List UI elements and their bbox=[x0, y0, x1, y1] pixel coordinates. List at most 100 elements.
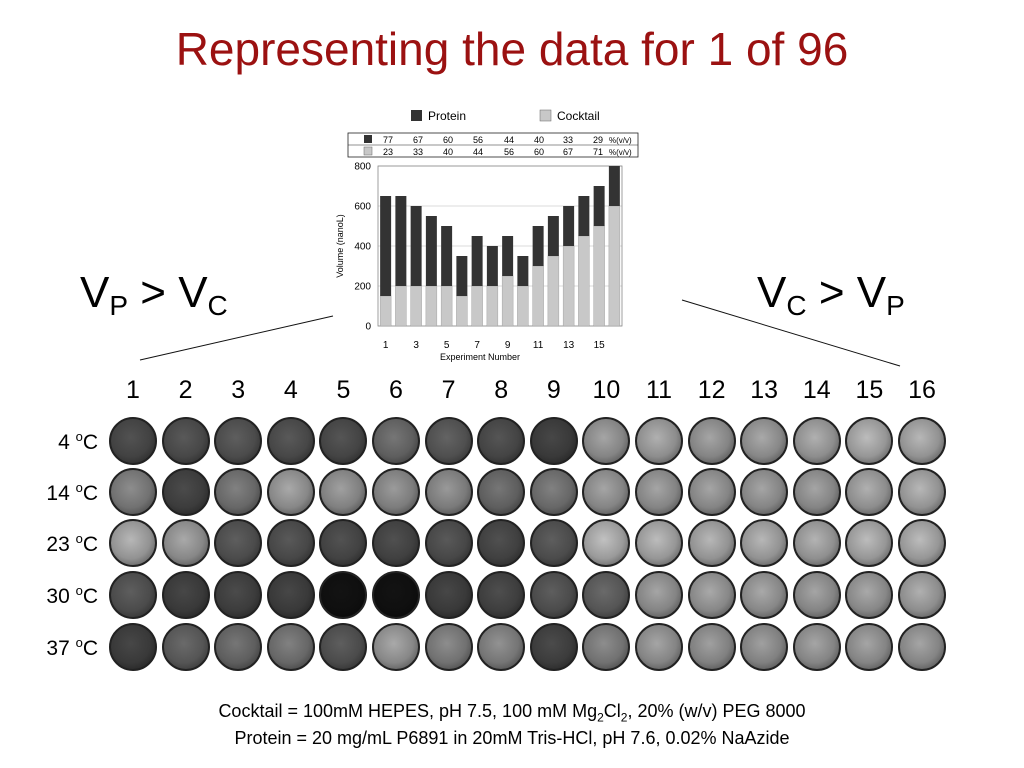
column-number: 15 bbox=[855, 376, 884, 404]
crystal-well-image bbox=[161, 519, 210, 567]
crystal-well-image bbox=[635, 571, 683, 619]
crystal-well-image bbox=[582, 417, 631, 465]
bar-cocktail bbox=[562, 245, 575, 327]
crystal-well-image bbox=[582, 623, 631, 671]
crystal-well-image bbox=[161, 417, 210, 465]
row-temperature-label: 37 oC bbox=[46, 635, 98, 660]
connector-line-left bbox=[139, 315, 334, 361]
row-temperature-label: 23 oC bbox=[46, 531, 98, 556]
table-cell-protein: 56 bbox=[473, 135, 483, 145]
crystal-well-image bbox=[792, 417, 841, 465]
y-tick-label: 400 bbox=[354, 242, 371, 253]
crystal-well-image bbox=[845, 417, 894, 465]
column-number: 9 bbox=[546, 376, 561, 404]
crystal-well-image bbox=[792, 468, 841, 516]
crystal-well-image bbox=[845, 519, 894, 567]
bar-protein bbox=[395, 196, 407, 286]
caption-text: Cl bbox=[603, 701, 621, 721]
y-tick-label: 200 bbox=[354, 282, 371, 293]
crystal-well-image bbox=[529, 468, 578, 516]
crystal-well-image bbox=[898, 519, 946, 567]
caption-cocktail: Cocktail = 100mM HEPES, pH 7.5, 100 mM M… bbox=[0, 701, 1024, 725]
column-number: 3 bbox=[231, 376, 246, 404]
x-tick-label: 15 bbox=[594, 340, 606, 351]
x-axis-label: Experiment Number bbox=[440, 352, 520, 362]
crystal-well-image bbox=[687, 623, 736, 671]
crystal-well-image bbox=[635, 468, 683, 516]
table-cell-protein: 67 bbox=[413, 135, 423, 145]
legend-label-cocktail: Cocktail bbox=[557, 109, 600, 123]
crystal-well-image bbox=[898, 623, 946, 671]
column-number: 5 bbox=[336, 376, 351, 404]
crystal-well-image bbox=[214, 417, 263, 465]
table-unit-cocktail: %(v/v) bbox=[609, 148, 632, 157]
crystal-well-image bbox=[424, 519, 473, 567]
slide-title: Representing the data for 1 of 96 bbox=[175, 23, 849, 75]
table-cell-protein: 44 bbox=[504, 135, 514, 145]
table-cell-cocktail: 23 bbox=[383, 147, 393, 157]
bar-cocktail bbox=[547, 255, 560, 327]
crystal-well-image bbox=[529, 571, 578, 619]
ratio-sub: P bbox=[109, 290, 129, 321]
y-axis-label: Volume (nanoL) bbox=[335, 214, 345, 278]
bar-protein bbox=[517, 256, 529, 286]
crystal-well-image bbox=[687, 417, 736, 465]
crystal-well-image bbox=[740, 623, 789, 671]
column-number: 7 bbox=[441, 376, 456, 404]
crystal-well-image bbox=[109, 468, 157, 516]
crystal-well-image bbox=[319, 417, 368, 465]
crystal-well-image bbox=[266, 519, 315, 567]
bar-protein bbox=[456, 256, 468, 296]
crystal-well-image bbox=[319, 623, 368, 671]
crystal-well-image bbox=[740, 417, 789, 465]
caption-protein: Protein = 20 mg/mL P6891 in 20mM Tris-HC… bbox=[234, 728, 790, 748]
bar-protein bbox=[471, 236, 483, 286]
crystal-well-image bbox=[529, 417, 578, 465]
bar-cocktail bbox=[486, 285, 499, 327]
ratio-sub: P bbox=[886, 290, 905, 321]
crystal-well-image bbox=[424, 468, 473, 516]
column-number: 1 bbox=[126, 376, 140, 404]
x-tick-label: 11 bbox=[533, 340, 544, 351]
crystal-well-image bbox=[424, 571, 473, 619]
crystal-well-image bbox=[898, 571, 946, 619]
crystal-well-image bbox=[687, 468, 736, 516]
column-number: 10 bbox=[592, 376, 621, 404]
crystal-well-image bbox=[845, 468, 894, 516]
caption-text: Cocktail = 100mM HEPES, pH 7.5, 100 mM M… bbox=[218, 701, 598, 721]
crystal-well-image bbox=[214, 468, 263, 516]
stacked-bar-chart: Protein Cocktail 77 67 60 56 44 40 33 29 23 33 40 44 5… bbox=[139, 109, 901, 367]
crystal-well-image bbox=[582, 571, 631, 619]
crystal-well-image bbox=[845, 623, 894, 671]
bar-protein bbox=[441, 226, 453, 286]
bar-cocktail bbox=[379, 295, 392, 327]
bar-cocktail bbox=[578, 235, 590, 327]
crystal-well-image bbox=[161, 468, 210, 516]
bar-protein bbox=[486, 246, 498, 286]
table-cell-cocktail: 71 bbox=[593, 147, 603, 157]
row-temperature-label: 4 oC bbox=[58, 429, 98, 454]
bar-protein bbox=[547, 216, 559, 256]
crystal-well-image bbox=[372, 417, 420, 465]
bar-cocktail bbox=[593, 225, 605, 327]
column-number: 2 bbox=[178, 376, 193, 404]
bar-protein bbox=[608, 166, 620, 206]
crystal-well-image bbox=[109, 519, 157, 567]
x-tick-label: 1 bbox=[383, 340, 389, 351]
crystal-well-image bbox=[372, 468, 420, 516]
crystal-well-image bbox=[477, 468, 526, 516]
table-cell-cocktail: 56 bbox=[504, 147, 514, 157]
crystal-well-image bbox=[635, 417, 683, 465]
crystal-well-image bbox=[740, 519, 789, 567]
table-unit-protein: %(v/v) bbox=[609, 136, 632, 145]
crystal-well-image bbox=[529, 623, 578, 671]
column-number: 14 bbox=[802, 376, 831, 404]
crystal-well-image bbox=[635, 623, 683, 671]
table-swatch-protein bbox=[364, 135, 372, 143]
crystal-well-image bbox=[266, 417, 315, 465]
bar-cocktail bbox=[608, 205, 621, 327]
crystal-well-image bbox=[740, 571, 789, 619]
ratio-vp-gt-vc: VP > VC bbox=[80, 268, 228, 322]
crystal-well-image bbox=[372, 571, 420, 619]
ratio-vc-gt-vp: VC > VP bbox=[757, 268, 905, 322]
